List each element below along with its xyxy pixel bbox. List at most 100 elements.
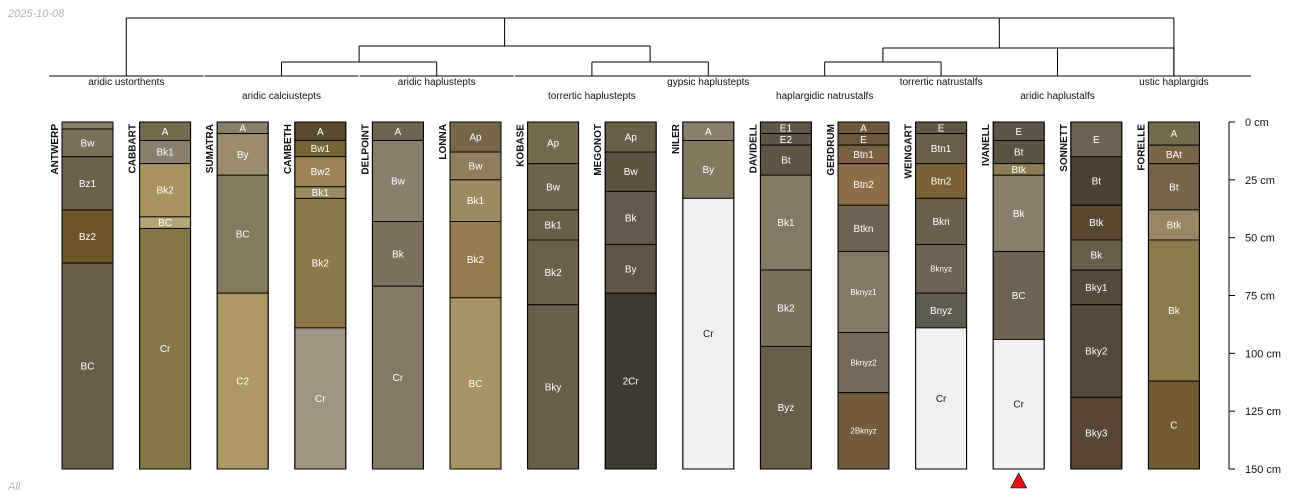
- horizon: [915, 133, 968, 165]
- profile-outline: [915, 121, 968, 470]
- profile-outline: [61, 121, 114, 470]
- horizon-label: Bk1: [312, 188, 330, 199]
- horizon-label: Btn1: [931, 144, 952, 155]
- profile-name: CABBART: [128, 124, 139, 173]
- horizon-label: Bky3: [1085, 429, 1108, 440]
- cluster-label: torrertic haplustepts: [548, 91, 636, 102]
- horizon-label: 2Cr: [623, 377, 640, 388]
- horizon-label: Bz1: [79, 179, 97, 190]
- cluster-label: aridic calciustepts: [242, 91, 321, 102]
- horizon-label: BAt: [1166, 150, 1182, 161]
- horizon-label: Bk2: [156, 186, 174, 197]
- horizon: [915, 244, 968, 294]
- profile-name: FORELLE: [1136, 124, 1147, 171]
- depth-tick-label: 50 cm: [1245, 233, 1275, 245]
- horizon-label: Bw1: [311, 144, 331, 155]
- horizon-label: Bk2: [312, 259, 330, 270]
- horizon-label: Bk1: [544, 220, 562, 231]
- horizon-label: Cr: [936, 394, 947, 405]
- horizon-label: E1: [780, 123, 793, 134]
- horizon-label: Cr: [160, 344, 171, 355]
- horizon: [449, 221, 502, 299]
- horizon-label: By: [702, 165, 714, 176]
- selection-marker: [1010, 472, 1028, 489]
- horizon: [61, 156, 114, 211]
- profile-outline: [216, 121, 269, 470]
- depth-tick-label: 125 cm: [1245, 406, 1281, 418]
- depth-tick-label: 150 cm: [1245, 464, 1281, 476]
- cluster-label: aridic ustorthents: [88, 77, 164, 88]
- horizon: [527, 239, 580, 306]
- horizon: [61, 262, 114, 470]
- horizon-label: A: [705, 127, 712, 138]
- horizon-label: By: [625, 264, 637, 275]
- profile-name: KOBASE: [516, 124, 527, 167]
- horizon-label: BC: [236, 230, 250, 241]
- horizon-label: Bw: [391, 176, 406, 187]
- horizon: [682, 140, 735, 199]
- horizon: [527, 121, 580, 165]
- profile-outline: [837, 121, 890, 470]
- depth-tick-label: 100 cm: [1245, 348, 1281, 360]
- horizon: [371, 285, 424, 470]
- horizon-label: Bk1: [777, 218, 795, 229]
- profile-outline: [294, 121, 347, 470]
- horizon-label: Bw: [81, 138, 96, 149]
- horizon-label: Bnyz: [930, 306, 952, 317]
- horizon-label: E: [1093, 135, 1100, 146]
- horizon-label: Cr: [393, 373, 404, 384]
- horizon-label: Bk: [1090, 251, 1103, 262]
- horizon-label: Btk: [1011, 165, 1026, 176]
- horizon: [915, 197, 968, 246]
- horizon-label: Cr: [703, 329, 714, 340]
- profile-name: IVANELL: [981, 124, 992, 166]
- profile-outline: [1070, 121, 1123, 470]
- horizon-label: Btkn: [853, 224, 873, 235]
- date-stamp: 2025-10-08: [8, 8, 65, 20]
- profile-name: LONNA: [438, 124, 449, 160]
- cluster-label: aridic haplustepts: [398, 77, 476, 88]
- horizon-label: Bk2: [467, 255, 485, 266]
- horizon: [371, 221, 424, 287]
- horizon-label: E: [860, 135, 867, 146]
- horizon: [604, 244, 657, 294]
- profile-outline: [527, 121, 580, 470]
- horizon-label: Bk1: [467, 196, 485, 207]
- horizon-label: A: [162, 127, 169, 138]
- horizon-label: Ap: [547, 138, 560, 149]
- horizon-label: Bw: [546, 182, 561, 193]
- cluster-label: haplargidic natrustalfs: [776, 91, 873, 102]
- horizon: [216, 133, 269, 176]
- horizon-label: Bk: [1168, 306, 1181, 317]
- horizon: [1147, 380, 1200, 470]
- footer-label: All: [8, 481, 21, 493]
- horizon-label: Btk: [1167, 220, 1182, 231]
- cluster-label: gypsic haplustepts: [667, 77, 749, 88]
- profile-outline: [139, 121, 192, 470]
- horizon-label: BC: [1012, 291, 1026, 302]
- horizon: [915, 327, 968, 470]
- horizon-label: BC: [81, 362, 95, 373]
- horizon-label: Bk: [1013, 209, 1026, 220]
- horizon: [449, 151, 502, 181]
- profile-name: DELPOINT: [360, 124, 371, 175]
- horizon: [294, 327, 347, 470]
- horizon-label: Btk: [1089, 218, 1104, 229]
- horizon-label: Bknyz1: [850, 288, 877, 297]
- profile-name: SUMATRA: [205, 124, 216, 173]
- horizon: [915, 292, 968, 329]
- profile-name: DAVIDELL: [748, 124, 759, 173]
- horizon-label: E2: [780, 135, 793, 146]
- profile-outline: [682, 121, 735, 470]
- horizon-label: Bt: [1092, 176, 1102, 187]
- cluster-label: torrertic natrustalfs: [900, 77, 983, 88]
- profile-outline: [449, 121, 502, 470]
- depth-tick-label: 75 cm: [1245, 291, 1275, 303]
- horizon-label: Bk: [625, 214, 638, 225]
- profile-name: CAMBETH: [283, 124, 294, 174]
- horizon-label: Btn2: [853, 180, 874, 191]
- horizon-label: Btn2: [931, 176, 952, 187]
- profile-name: WEINGART: [904, 124, 915, 178]
- horizon-label: Bky2: [1085, 347, 1108, 358]
- horizon-label: C2: [236, 377, 249, 388]
